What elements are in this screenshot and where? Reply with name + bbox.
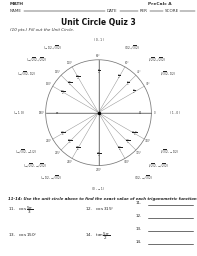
Text: 11.: 11. bbox=[136, 201, 142, 205]
Text: ($\!\sqrt{3}/2$, $\!-1/2$): ($\!\sqrt{3}/2$, $\!-1/2$) bbox=[160, 148, 179, 155]
Text: $\pi$: $\pi$ bbox=[55, 110, 59, 116]
Text: $\frac{7\pi}{4}$: $\frac{7\pi}{4}$ bbox=[125, 137, 130, 146]
Text: $\frac{5\pi}{3}$: $\frac{5\pi}{3}$ bbox=[117, 144, 122, 153]
Text: PER: PER bbox=[140, 9, 148, 13]
Text: ($\!-\!\sqrt{2}/2$, $\!\sqrt{2}/2$): ($\!-\!\sqrt{2}/2$, $\!\sqrt{2}/2$) bbox=[26, 56, 47, 63]
Text: 180°: 180° bbox=[38, 111, 45, 115]
Text: ( 0 , 1 ): ( 0 , 1 ) bbox=[94, 38, 103, 42]
Text: $\frac{\pi}{4}$: $\frac{\pi}{4}$ bbox=[126, 79, 129, 88]
Text: 120°: 120° bbox=[67, 61, 73, 65]
Text: 14.   $\tan\dfrac{5\pi}{2}$: 14. $\tan\dfrac{5\pi}{2}$ bbox=[85, 231, 110, 242]
Text: ($\!-\!\sqrt{3}/2$, $1/2$): ($\!-\!\sqrt{3}/2$, $1/2$) bbox=[18, 70, 37, 77]
Text: $\frac{5\pi}{6}$: $\frac{5\pi}{6}$ bbox=[60, 87, 65, 97]
Text: 14.: 14. bbox=[136, 240, 142, 244]
Text: DATE: DATE bbox=[107, 9, 118, 13]
Text: ($\!-1/2$, $\!-\!\sqrt{3}/2$): ($\!-1/2$, $\!-\!\sqrt{3}/2$) bbox=[40, 174, 63, 181]
Text: MATH: MATH bbox=[10, 2, 24, 6]
Text: ($\!-\!\sqrt{3}/2$, $\!-1/2$): ($\!-\!\sqrt{3}/2$, $\!-1/2$) bbox=[15, 148, 37, 155]
Text: 45°: 45° bbox=[137, 70, 141, 74]
Text: ($\!\sqrt{2}/2$, $\!-\!\sqrt{2}/2$): ($\!\sqrt{2}/2$, $\!-\!\sqrt{2}/2$) bbox=[149, 163, 170, 169]
Text: (10 pts.) Fill out the Unit Circle.: (10 pts.) Fill out the Unit Circle. bbox=[10, 28, 74, 32]
Text: 11.   $\cos\dfrac{5\pi}{3}$: 11. $\cos\dfrac{5\pi}{3}$ bbox=[8, 205, 33, 216]
Text: $\frac{5\pi}{4}$: $\frac{5\pi}{4}$ bbox=[67, 137, 72, 146]
Text: 240°: 240° bbox=[67, 160, 73, 164]
Text: ($\!-1$, $0$): ($\!-1$, $0$) bbox=[13, 109, 26, 116]
Text: $\frac{3\pi}{2}$: $\frac{3\pi}{2}$ bbox=[96, 149, 101, 158]
Text: ($1/2$, $\!-\!\sqrt{3}/2$): ($1/2$, $\!-\!\sqrt{3}/2$) bbox=[134, 174, 154, 181]
Text: 150°: 150° bbox=[46, 82, 52, 86]
Text: NAME: NAME bbox=[10, 9, 22, 13]
Text: ($\!-1/2$, $\!\sqrt{3}/2$): ($\!-1/2$, $\!\sqrt{3}/2$) bbox=[43, 44, 63, 51]
Text: $\frac{\pi}{2}$: $\frac{\pi}{2}$ bbox=[97, 67, 100, 76]
Text: 0: 0 bbox=[139, 111, 141, 115]
Text: $\frac{\pi}{6}$: $\frac{\pi}{6}$ bbox=[132, 88, 136, 96]
Text: $\frac{2\pi}{3}$: $\frac{2\pi}{3}$ bbox=[75, 72, 80, 82]
Text: ($\!\sqrt{3}/2$, $1/2$): ($\!\sqrt{3}/2$, $1/2$) bbox=[160, 70, 176, 77]
Text: $\frac{\pi}{3}$: $\frac{\pi}{3}$ bbox=[117, 73, 121, 81]
Text: 225°: 225° bbox=[55, 151, 61, 155]
Text: $\frac{7\pi}{6}$: $\frac{7\pi}{6}$ bbox=[60, 129, 65, 138]
Text: ($\!-\!\sqrt{2}/2$, $\!-\!\sqrt{2}/2$): ($\!-\!\sqrt{2}/2$, $\!-\!\sqrt{2}/2$) bbox=[23, 163, 47, 169]
Text: 11-14: Use the unit circle above to find the exact value of each trigonometric f: 11-14: Use the unit circle above to find… bbox=[8, 197, 197, 200]
Text: ($\!\sqrt{2}/2$, $\!\sqrt{2}/2$): ($\!\sqrt{2}/2$, $\!\sqrt{2}/2$) bbox=[149, 56, 167, 63]
Text: 13.   $\cos 150°$: 13. $\cos 150°$ bbox=[8, 231, 38, 238]
Text: $\frac{4\pi}{3}$: $\frac{4\pi}{3}$ bbox=[75, 144, 80, 153]
Text: 135°: 135° bbox=[55, 70, 61, 74]
Text: SCORE: SCORE bbox=[165, 9, 179, 13]
Text: 12.   $\cos 315°$: 12. $\cos 315°$ bbox=[85, 205, 115, 212]
Text: ( 0 , $\!-1$ ): ( 0 , $\!-1$ ) bbox=[91, 185, 106, 191]
Text: 330°: 330° bbox=[145, 139, 151, 143]
Text: 210°: 210° bbox=[46, 139, 52, 143]
Text: ($1/2$, $\!\sqrt{3}/2$): ($1/2$, $\!\sqrt{3}/2$) bbox=[124, 44, 140, 51]
Text: 0°: 0° bbox=[154, 111, 157, 115]
Text: 30°: 30° bbox=[146, 82, 150, 86]
Text: $\frac{11\pi}{6}$: $\frac{11\pi}{6}$ bbox=[131, 129, 138, 138]
Text: 315°: 315° bbox=[136, 151, 142, 155]
Text: ( 1 , 0 ): ( 1 , 0 ) bbox=[170, 111, 180, 115]
Text: $\frac{3\pi}{4}$: $\frac{3\pi}{4}$ bbox=[67, 79, 72, 88]
Text: Unit Circle Quiz 3: Unit Circle Quiz 3 bbox=[61, 18, 135, 27]
Text: 300°: 300° bbox=[124, 160, 130, 164]
Text: 90°: 90° bbox=[96, 54, 101, 58]
Text: 270°: 270° bbox=[95, 168, 102, 172]
Text: 12.: 12. bbox=[136, 214, 142, 218]
Text: PreCalc A: PreCalc A bbox=[148, 2, 172, 6]
Text: 13.: 13. bbox=[136, 227, 142, 231]
Text: 60°: 60° bbox=[125, 61, 129, 65]
